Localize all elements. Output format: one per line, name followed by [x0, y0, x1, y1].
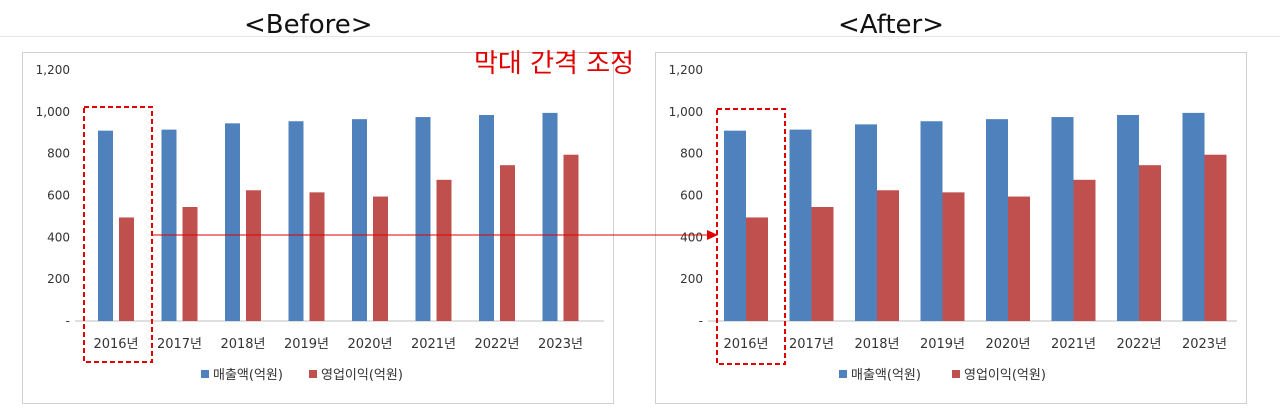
x-tick-label: 2021년	[411, 337, 456, 352]
bar-sales	[1182, 112, 1205, 321]
spacing-annotation: 막대 간격 조정	[474, 49, 635, 79]
x-tick-label: 2019년	[920, 337, 965, 352]
bar-sales	[724, 130, 746, 321]
bar-sales	[98, 130, 113, 321]
bar-operating-profit	[246, 190, 261, 321]
legend-label-sales: 매출액(억원)	[851, 368, 921, 383]
x-tick-label: 2023년	[538, 337, 583, 352]
legend-swatch-operating-profit	[309, 370, 317, 378]
bar-sales	[288, 121, 304, 321]
bar-sales	[352, 119, 367, 321]
bar-sales	[542, 112, 558, 321]
before-heading: <Before>	[244, 10, 373, 40]
y-tick-label: 600	[680, 189, 703, 203]
legend-label-sales: 매출액(억원)	[213, 368, 283, 383]
x-tick-label: 2022년	[474, 337, 519, 352]
after-heading: <After>	[838, 10, 945, 40]
bar-sales	[789, 129, 812, 321]
y-tick-label: -	[699, 314, 703, 328]
before-chart: - 200 400 600 800 1,000 1,200 2016년 2017년 2018년 20…	[36, 63, 604, 383]
after-chart: - 200 400 600 800 1,000 1,200 2016년 2017년 2018년 20…	[669, 63, 1237, 383]
y-tick-label: 800	[47, 147, 70, 161]
bar-operating-profit	[500, 165, 515, 321]
y-tick-label: -	[66, 314, 70, 328]
y-tick-label: 400	[680, 230, 703, 244]
bar-sales	[161, 129, 177, 321]
x-tick-label: 2023년	[1182, 337, 1227, 352]
bar-sales	[986, 119, 1008, 321]
bar-operating-profit	[373, 196, 388, 321]
bar-sales	[855, 124, 877, 321]
x-tick-label: 2019년	[284, 337, 329, 352]
y-tick-label: 200	[47, 272, 70, 286]
x-tick-label: 2018년	[854, 337, 899, 352]
y-tick-label: 1,000	[36, 105, 70, 119]
legend-label-operating-profit: 영업이익(억원)	[321, 368, 403, 383]
x-tick-label: 2020년	[985, 337, 1030, 352]
y-tick-label: 600	[47, 189, 70, 203]
bar-sales	[225, 123, 240, 322]
x-tick-label: 2022년	[1116, 337, 1161, 352]
bar-operating-profit	[746, 217, 768, 321]
top-divider	[0, 36, 1280, 37]
before-chart-panel: - 200 400 600 800 1,000 1,200 2016년 2017년 2018년 20…	[22, 52, 614, 404]
bar-sales	[415, 117, 431, 321]
bar-operating-profit	[563, 154, 579, 321]
y-tick-label: 1,200	[36, 63, 70, 77]
legend-label-operating-profit: 영업이익(억원)	[964, 368, 1046, 383]
bar-sales	[920, 121, 943, 321]
x-tick-label: 2018년	[220, 337, 265, 352]
bar-operating-profit	[811, 207, 834, 321]
x-tick-label: 2017년	[157, 337, 202, 352]
after-chart-panel: - 200 400 600 800 1,000 1,200 2016년 2017년 2018년 20…	[655, 52, 1247, 404]
bar-operating-profit	[182, 207, 198, 321]
bar-sales	[479, 114, 494, 322]
bar-operating-profit	[1204, 154, 1227, 321]
x-tick-label: 2020년	[347, 337, 392, 352]
bar-operating-profit	[436, 179, 452, 321]
bar-sales	[1117, 114, 1139, 322]
bar-operating-profit	[1139, 165, 1161, 321]
legend-swatch-sales	[839, 370, 847, 378]
x-tick-label: 2016년	[93, 337, 138, 352]
legend-swatch-operating-profit	[952, 370, 960, 378]
x-tick-label: 2021년	[1051, 337, 1096, 352]
y-tick-label: 200	[680, 272, 703, 286]
y-tick-label: 1,000	[669, 105, 703, 119]
y-tick-label: 1,200	[669, 63, 703, 77]
x-tick-label: 2016년	[723, 337, 768, 352]
bar-operating-profit	[309, 192, 325, 321]
legend-swatch-sales	[201, 370, 209, 378]
bar-operating-profit	[1008, 196, 1030, 321]
y-tick-label: 800	[680, 147, 703, 161]
bar-operating-profit	[119, 217, 134, 321]
bar-operating-profit	[942, 192, 965, 321]
bar-operating-profit	[1073, 179, 1096, 321]
y-tick-label: 400	[47, 230, 70, 244]
x-tick-label: 2017년	[789, 337, 834, 352]
bar-operating-profit	[877, 190, 899, 321]
bar-sales	[1051, 117, 1074, 321]
